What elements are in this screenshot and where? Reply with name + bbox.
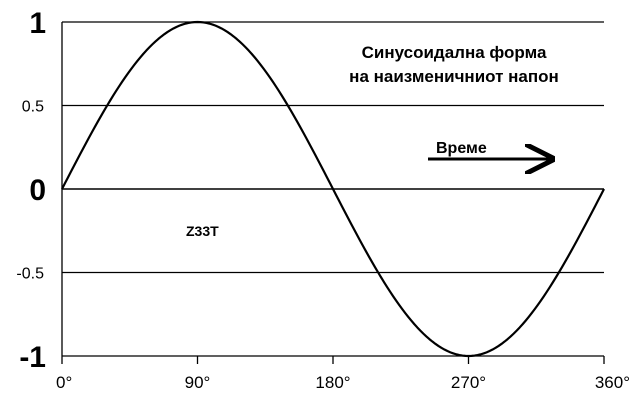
y-tick-label-4: -1 bbox=[19, 341, 46, 374]
time-annotation: Време bbox=[428, 140, 550, 159]
y-tick-label-2: 0 bbox=[29, 174, 46, 207]
x-tick-label-3: 270° bbox=[451, 373, 486, 392]
time-label: Време bbox=[436, 140, 487, 157]
x-tick-label-0: 0° bbox=[56, 373, 72, 392]
y-tick-label-1: 0.5 bbox=[22, 99, 44, 116]
y-tick-labels: 1 0.5 0 -0.5 -1 bbox=[16, 7, 46, 374]
x-tick-labels: 0° 90° 180° 270° 360° bbox=[56, 373, 630, 392]
chart-title: Синусоидална форма на наизменичниот напо… bbox=[349, 43, 559, 86]
chart-title-line-2: на наизменичниот напон bbox=[349, 67, 559, 86]
y-tick-label-0: 1 bbox=[29, 7, 46, 40]
sine-curve bbox=[61, 20, 605, 358]
sine-series bbox=[61, 20, 605, 358]
x-tick-label-4: 360° bbox=[595, 373, 630, 392]
chart-title-line-1: Синусоидална форма bbox=[362, 43, 547, 62]
watermark-text: Z33T bbox=[186, 223, 219, 239]
x-tick-label-2: 180° bbox=[315, 373, 350, 392]
x-tick-label-1: 90° bbox=[185, 373, 211, 392]
y-tick-label-3: -0.5 bbox=[16, 266, 44, 283]
